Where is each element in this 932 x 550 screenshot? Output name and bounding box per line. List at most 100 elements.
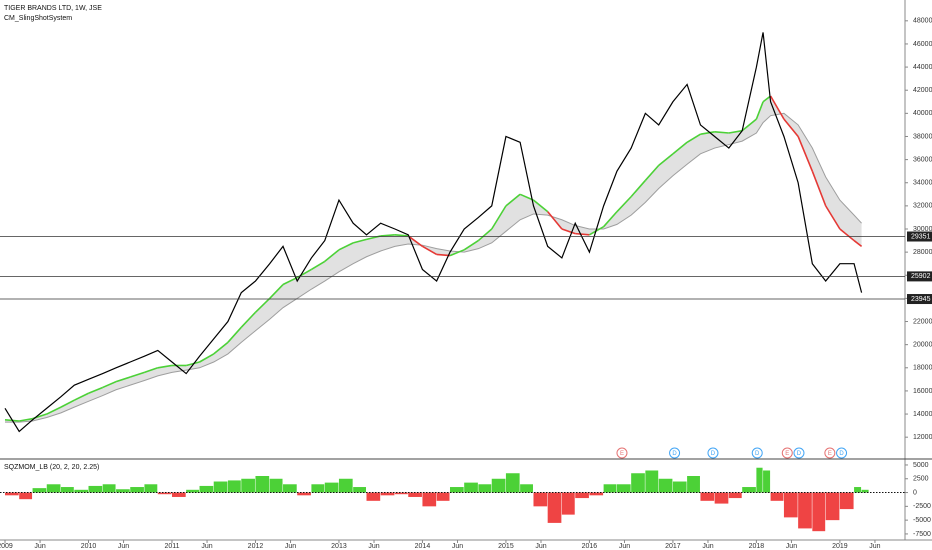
momentum-bar <box>812 492 826 532</box>
momentum-bar <box>728 492 742 499</box>
x-tick-label: 2010 <box>81 543 97 550</box>
y-tick-label: 38000 <box>913 133 932 140</box>
momentum-bar <box>380 492 395 496</box>
fast-ma-segment <box>769 95 785 120</box>
momentum-bar <box>213 481 228 493</box>
momentum-bar <box>5 492 19 496</box>
fast-ma-segment <box>505 193 521 207</box>
signal-label: D <box>711 451 716 457</box>
x-tick-label: Jun <box>535 543 546 550</box>
momentum-bar <box>353 487 367 493</box>
fast-ma-segment <box>797 136 814 172</box>
momentum-bar <box>756 467 763 493</box>
x-tick-label: 2018 <box>749 543 765 550</box>
y-tick-label: 36000 <box>913 156 932 163</box>
signal-marker <box>616 447 628 459</box>
x-tick-label: 2011 <box>164 543 179 550</box>
y-tick-label: 48000 <box>913 18 932 25</box>
momentum-bar <box>520 484 533 493</box>
y-tick-label: 16000 <box>913 388 932 395</box>
momentum-bar <box>687 476 700 493</box>
fast-ma-segment <box>46 406 62 415</box>
fast-ma-segment <box>422 245 438 256</box>
signal-marker <box>707 447 719 459</box>
fast-ma-segment <box>88 386 103 394</box>
x-tick-label: 2019 <box>832 543 848 550</box>
x-tick-label: Jun <box>619 543 630 550</box>
x-tick-label: Jun <box>368 543 379 550</box>
momentum-bar <box>616 484 631 493</box>
momentum-bar <box>32 488 47 493</box>
signal-marker <box>669 447 681 459</box>
fast-ma-segment <box>477 228 493 242</box>
momentum-bar <box>839 492 854 510</box>
momentum-bar <box>157 492 172 495</box>
y-tick-label: -5000 <box>913 517 931 524</box>
fast-ma-segment <box>157 364 173 369</box>
x-tick-label: Jun <box>869 543 880 550</box>
fast-ma-segment <box>825 205 841 230</box>
y-tick-label: 28000 <box>913 249 932 256</box>
level-label: 25902 <box>911 273 931 280</box>
momentum-bar <box>297 492 311 496</box>
fast-ma-segment <box>762 95 772 103</box>
y-tick-label: 42000 <box>913 87 932 94</box>
y-tick-label: 22000 <box>913 318 932 325</box>
momentum-bar <box>422 492 437 507</box>
fast-ma-segment <box>755 101 764 120</box>
momentum-bar <box>783 492 798 518</box>
momentum-bar <box>589 492 604 496</box>
y-tick-label: -7500 <box>913 531 931 538</box>
signal-label: E <box>785 451 789 457</box>
fast-ma-segment <box>853 239 863 247</box>
x-tick-label: 2016 <box>582 543 598 550</box>
x-tick-label: Jun <box>786 543 797 550</box>
fast-ma-segment <box>728 129 743 134</box>
signal-label: E <box>828 451 832 457</box>
momentum-bar <box>255 476 270 493</box>
momentum-bar <box>561 492 575 515</box>
y-tick-label: -2500 <box>913 503 931 510</box>
fast-ma-segment <box>575 232 590 236</box>
momentum-bar <box>324 482 339 493</box>
momentum-bar <box>199 485 214 493</box>
momentum-bar <box>227 480 241 493</box>
momentum-bar <box>60 487 74 493</box>
fast-ma-segment <box>269 283 284 299</box>
fast-ma-segment <box>144 367 159 374</box>
momentum-bar <box>311 484 325 493</box>
y-tick-label: 2500 <box>913 476 929 483</box>
level-label-box <box>907 294 932 305</box>
x-tick-label: Jun <box>285 543 296 550</box>
slow-ma <box>5 112 862 423</box>
momentum-bar <box>186 489 200 493</box>
fast-ma-segment <box>463 239 479 251</box>
fast-ma-segment <box>115 376 131 383</box>
fast-ma-segment <box>394 233 409 237</box>
x-tick-label: 2017 <box>665 543 681 550</box>
fast-ma-segment <box>407 235 423 247</box>
fast-ma-segment <box>686 133 701 143</box>
momentum-bar <box>116 489 130 493</box>
fast-ma-segment <box>700 131 715 135</box>
fast-ma-segment <box>213 341 229 355</box>
momentum-bar <box>547 492 562 523</box>
momentum-bar <box>102 484 116 493</box>
x-tick-label: 2009 <box>0 543 13 550</box>
fast-ma-segment <box>352 238 367 244</box>
price-line <box>4 32 863 433</box>
signal-marker <box>793 447 805 459</box>
fast-ma-segment <box>616 196 632 213</box>
momentum-bar <box>338 478 353 493</box>
momentum-bar <box>631 473 645 493</box>
momentum-bar <box>770 492 784 501</box>
momentum-title: SQZMOM_LB (20, 2, 20, 2.25) <box>4 464 99 471</box>
momentum-bar <box>241 478 255 493</box>
momentum-bar <box>283 484 297 493</box>
x-tick-label: Jun <box>702 543 713 550</box>
fast-ma-segment <box>240 311 257 328</box>
momentum-bar <box>269 478 283 493</box>
momentum-bar <box>798 492 812 529</box>
